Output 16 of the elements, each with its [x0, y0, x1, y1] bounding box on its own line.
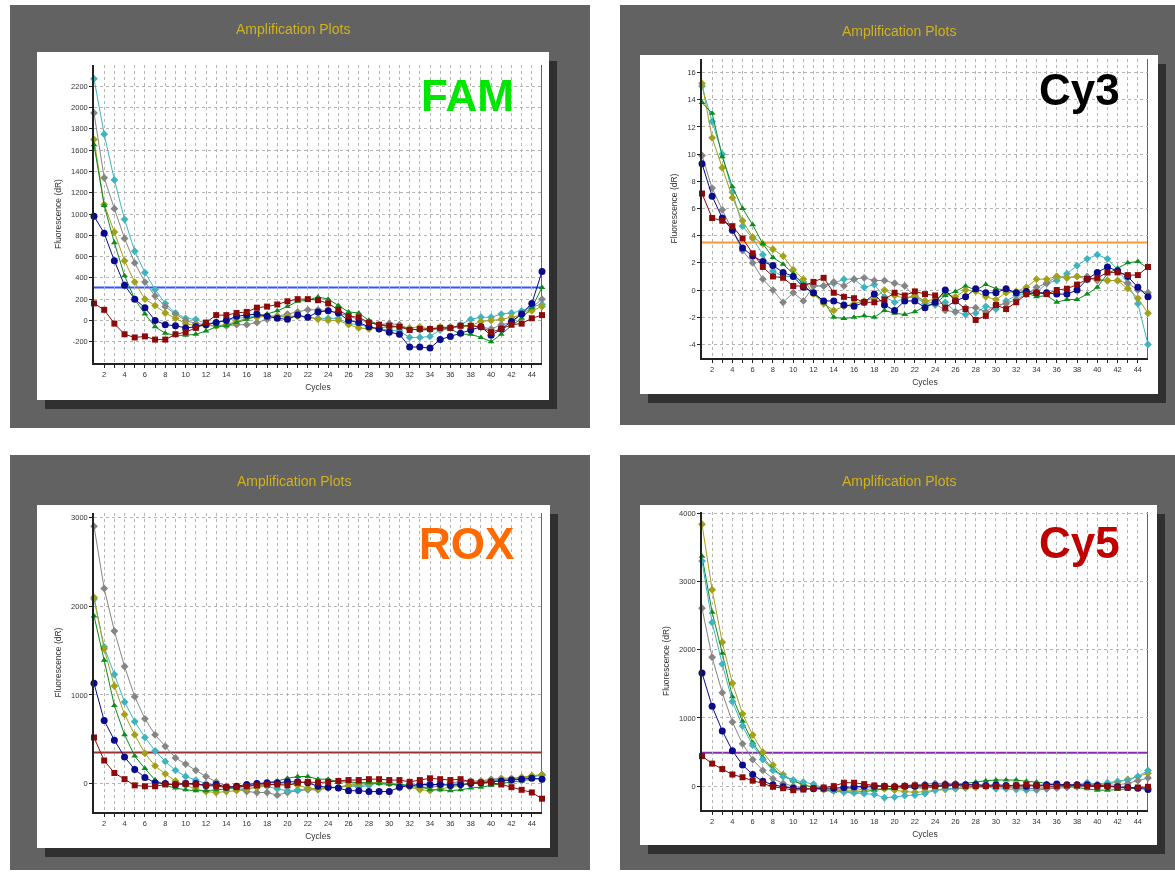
y-axis-title: Fluorescence (dR) — [669, 173, 680, 244]
annotation: Cy3 — [1039, 65, 1120, 114]
annotation: ROX — [419, 519, 515, 568]
x-axis-title: Cycles — [912, 376, 938, 387]
x-axis-title: Cycles — [305, 381, 331, 392]
chart-title: Amplification Plots — [842, 473, 957, 489]
annotation: Cy5 — [1039, 518, 1120, 567]
x-axis-title: Cycles — [305, 830, 331, 841]
y-axis-title: Fluorescence (dR) — [53, 627, 64, 698]
y-axis-title: Fluorescence (dR) — [661, 625, 672, 696]
chart-title: Amplification Plots — [236, 21, 351, 37]
y-axis-title: Fluorescence (dR) — [53, 178, 64, 249]
chart-title: Amplification Plots — [237, 473, 352, 489]
x-axis-title: Cycles — [912, 828, 938, 839]
chart-title: Amplification Plots — [842, 23, 957, 39]
annotation: FAM — [421, 71, 514, 120]
